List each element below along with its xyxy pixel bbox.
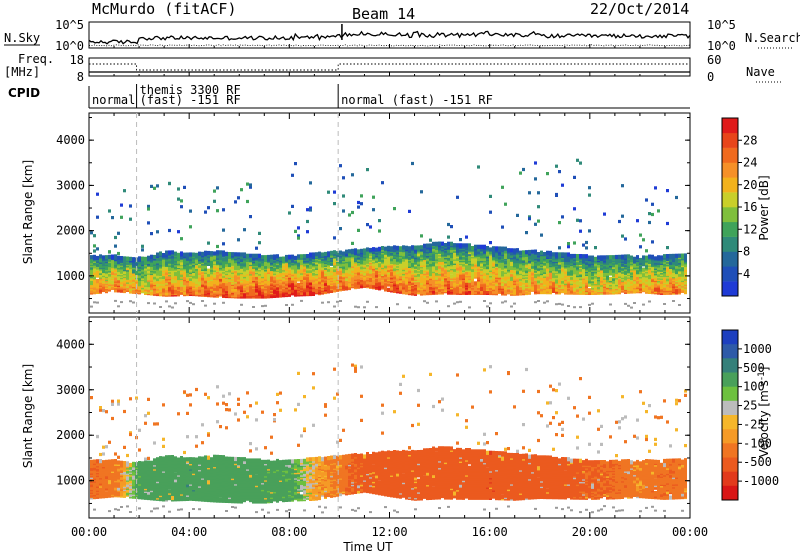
nsky-tick-bottom: 10^0 xyxy=(55,39,84,53)
colorbar-tick-label: 16 xyxy=(743,200,757,214)
velocity-panel: 1000 2000 3000 4000 xyxy=(56,316,691,519)
nsky-traces xyxy=(88,24,691,76)
colorbar-tick-label: 25 xyxy=(743,399,757,413)
colorbar-swatch xyxy=(722,386,738,402)
power-panel: 1000 2000 3000 4000 xyxy=(56,112,691,314)
cpid-segments: normal themis 3300 RF(fast) -151 RF normal… xyxy=(92,83,493,108)
velocity-colorbar-label: Velocity [m s-1] xyxy=(757,367,771,458)
freq-tick-top: 18 xyxy=(70,53,84,67)
colorbar-swatch xyxy=(722,429,738,444)
colorbar-tick-label: -100 xyxy=(743,436,772,450)
power-colorbar: 4 8 12 16 20 24 28 xyxy=(721,117,757,297)
colorbar-swatch xyxy=(722,358,738,373)
cpid-label: CPID xyxy=(8,86,40,100)
colorbar-swatch xyxy=(722,485,738,501)
nsky-trace xyxy=(88,30,691,45)
nave-trace xyxy=(89,63,690,71)
x-tick-labels: 00:00 04:00 08:00 12:00 16:00 20:00 00:00 xyxy=(71,525,708,539)
date-title: 22/Oct/2014 xyxy=(590,0,689,18)
velocity-ylabel: Slant Range [km] xyxy=(21,364,35,468)
colorbar-tick-label: 20 xyxy=(743,178,757,192)
velocity-colorbar: 1000 500 100 25 -25 -100 -500 -1000 xyxy=(721,329,779,501)
colorbar-tick-label: 4 xyxy=(743,267,750,281)
colorbar-swatch xyxy=(722,132,738,148)
nsearch-tick-top: 10^5 xyxy=(707,18,736,32)
colorbar-tick-label: 24 xyxy=(743,156,757,170)
colorbar-tick-label: 28 xyxy=(743,133,757,147)
x-axis-label: Time UT xyxy=(342,540,393,554)
nave-label: Nave xyxy=(746,65,775,79)
x-tick-label: 00:00 xyxy=(672,525,708,539)
colorbar-swatch xyxy=(722,266,738,282)
y-tick-label: 2000 xyxy=(56,428,85,442)
colorbar-swatch xyxy=(722,236,738,252)
power-colorbar-label: Power [dB] xyxy=(757,175,771,240)
station-title: McMurdo (fitACF) xyxy=(92,0,237,18)
nsky-label: N.Sky xyxy=(4,31,40,45)
colorbar-tick-label: -25 xyxy=(743,417,765,431)
colorbar-tick-label: 500 xyxy=(743,361,765,375)
nave-tick-bottom: 0 xyxy=(707,70,714,84)
colorbar-swatch xyxy=(722,162,738,178)
power-ylabel: Slant Range [km] xyxy=(21,160,35,264)
cpid-segment-label-2: (fast) -151 RF xyxy=(140,93,241,107)
y-tick-label: 4000 xyxy=(56,133,85,147)
colorbar-tick-label: -1000 xyxy=(743,474,779,488)
freq-label: Freq. xyxy=(18,52,54,66)
y-tick-label: 2000 xyxy=(56,224,85,238)
cpid-segment-label: normal (fast) -151 RF xyxy=(341,93,493,107)
nave-tick-top: 60 xyxy=(707,53,721,67)
colorbar-swatch xyxy=(722,147,738,163)
y-tick-label: 1000 xyxy=(56,474,85,488)
beam-title: Beam 14 xyxy=(352,5,415,23)
velocity-cells xyxy=(90,363,687,514)
x-tick-label: 04:00 xyxy=(171,525,207,539)
y-tick-label: 3000 xyxy=(56,383,85,397)
colorbar-swatch xyxy=(722,251,738,267)
x-tick-label: 08:00 xyxy=(271,525,307,539)
colorbar-swatch xyxy=(722,177,738,193)
cpid-segment-label: normal xyxy=(92,93,135,107)
cpid-segment-label: themis 3300 RF xyxy=(140,83,241,97)
colorbar-swatch xyxy=(722,118,738,134)
nsearch-label: N.Search xyxy=(745,31,800,45)
colorbar-swatch xyxy=(722,415,738,430)
colorbar-tick-label: 12 xyxy=(743,222,757,236)
freq-tick-bottom: 8 xyxy=(77,70,84,84)
colorbar-tick-label: 100 xyxy=(743,380,765,394)
colorbar-swatch xyxy=(722,344,738,359)
x-tick-label: 12:00 xyxy=(371,525,407,539)
colorbar-swatch xyxy=(722,457,738,472)
colorbar-swatch xyxy=(722,192,738,208)
colorbar-swatch xyxy=(722,207,738,223)
freq-panel-frame xyxy=(88,57,691,77)
freq-unit: [MHz] xyxy=(4,65,40,79)
freq-traces xyxy=(89,63,690,73)
x-tick-label: 20:00 xyxy=(572,525,608,539)
colorbar-swatch xyxy=(722,471,738,487)
colorbar-swatch xyxy=(722,400,738,416)
nsky-tick-top: 10^5 xyxy=(55,18,84,32)
colorbar-tick-label: -500 xyxy=(743,455,772,469)
colorbar-swatch xyxy=(722,330,738,345)
colorbar-swatch xyxy=(722,372,738,387)
y-tick-label: 3000 xyxy=(56,178,85,192)
nsearch-tick-bottom: 10^0 xyxy=(707,39,736,53)
colorbar-tick-label: 8 xyxy=(743,245,750,259)
y-tick-label: 4000 xyxy=(56,337,85,351)
colorbar-tick-label: 1000 xyxy=(743,342,772,356)
colorbar-swatch xyxy=(722,221,738,237)
colorbar-swatch xyxy=(722,281,738,297)
y-tick-label: 1000 xyxy=(56,269,85,283)
power-cells xyxy=(90,158,687,309)
x-tick-label: 00:00 xyxy=(71,525,107,539)
colorbar-swatch xyxy=(722,443,738,458)
x-tick-label: 16:00 xyxy=(472,525,508,539)
